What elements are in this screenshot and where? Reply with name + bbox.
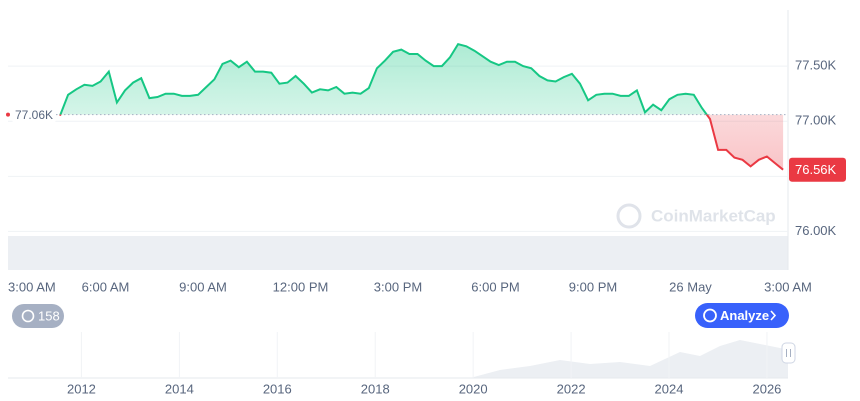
history-icon <box>21 309 35 323</box>
navigator-tick-label: 2018 <box>361 381 390 396</box>
analyze-button-bg[interactable] <box>695 303 789 328</box>
history-count[interactable]: 158 <box>38 308 60 323</box>
navigator-handle[interactable] <box>781 342 796 364</box>
x-tick-label: 9:00 PM <box>569 279 617 294</box>
x-tick-label: 12:00 PM <box>273 279 329 294</box>
navigator-tick-label: 2022 <box>557 381 586 396</box>
navigator-tick-label: 2012 <box>67 381 96 396</box>
watermark: CoinMarketCap <box>616 203 776 229</box>
x-tick-label: 6:00 AM <box>82 279 130 294</box>
x-tick-label: 9:00 AM <box>179 279 227 294</box>
volume-band <box>8 236 788 270</box>
chevron <box>770 310 777 321</box>
baseline-dot <box>6 112 10 117</box>
navigator-tick-label: 2014 <box>165 381 194 396</box>
baseline-label-bg <box>12 105 56 124</box>
analyze-icon <box>703 308 717 323</box>
navigator-tick-label: 2024 <box>655 381 684 396</box>
navigator-labels: 2012 2014 2016 2018 2020 2022 2024 2026 <box>67 332 781 396</box>
navigator-tick-label: 2016 <box>263 381 292 396</box>
y-tick-label: 77.00K <box>795 113 837 128</box>
navigator-area <box>470 340 788 378</box>
handle-grip <box>786 349 791 357</box>
area-up <box>60 44 707 115</box>
x-tick-label: 6:00 PM <box>471 279 519 294</box>
x-tick-label: 3:00 AM <box>764 279 812 294</box>
y-tick-label: 76.00K <box>795 223 837 238</box>
x-tick-label: 3:00 PM <box>374 279 422 294</box>
price-line-up <box>59 42 709 115</box>
navigator-tick-label: 2020 <box>459 381 488 396</box>
y-tick-label: 77.50K <box>795 58 837 73</box>
watermark-text: CoinMarketCap <box>651 206 776 225</box>
current-price-badge <box>789 157 846 182</box>
watermark-logo <box>616 203 642 229</box>
navigator-tick-label: 2026 <box>752 381 781 396</box>
analyze-label[interactable]: Analyze <box>720 308 769 323</box>
history-button[interactable]: 158 <box>12 304 64 328</box>
history-button-bg[interactable] <box>12 304 64 328</box>
plot: 76.00K 77.00K 77.50K 3:00 AM 6:00 AM 9:00 AM 1… <box>6 42 846 294</box>
baseline-label: 77.06K <box>15 108 53 122</box>
x-tick-label: 3:00 AM <box>8 279 56 294</box>
x-tick-label: 26 May <box>669 279 712 294</box>
analyze-button[interactable]: Analyze <box>695 303 789 328</box>
current-price-label: 76.56K <box>795 162 837 177</box>
